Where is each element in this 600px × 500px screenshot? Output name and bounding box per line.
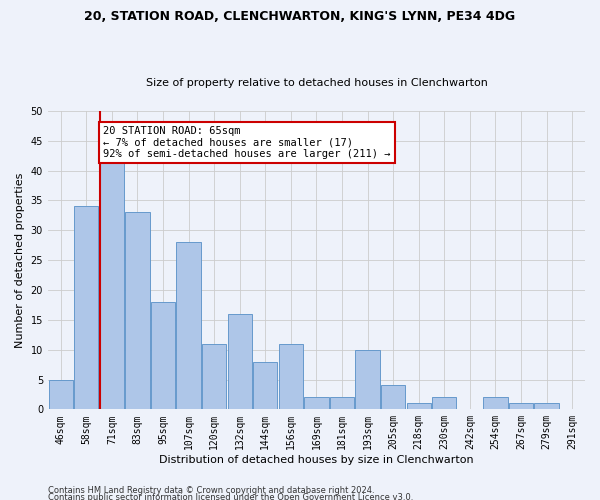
Bar xyxy=(535,404,559,409)
Bar xyxy=(49,380,73,410)
Bar xyxy=(253,362,277,410)
X-axis label: Distribution of detached houses by size in Clenchwarton: Distribution of detached houses by size … xyxy=(159,455,474,465)
Bar xyxy=(484,398,508,409)
Bar xyxy=(330,398,354,409)
Bar xyxy=(125,212,149,410)
Bar xyxy=(407,404,431,409)
Bar xyxy=(432,398,457,409)
Title: Size of property relative to detached houses in Clenchwarton: Size of property relative to detached ho… xyxy=(146,78,487,88)
Bar xyxy=(304,398,329,409)
Bar xyxy=(202,344,226,409)
Text: Contains HM Land Registry data © Crown copyright and database right 2024.: Contains HM Land Registry data © Crown c… xyxy=(48,486,374,495)
Text: 20, STATION ROAD, CLENCHWARTON, KING'S LYNN, PE34 4DG: 20, STATION ROAD, CLENCHWARTON, KING'S L… xyxy=(85,10,515,23)
Bar xyxy=(151,302,175,410)
Bar xyxy=(100,158,124,410)
Text: Contains public sector information licensed under the Open Government Licence v3: Contains public sector information licen… xyxy=(48,494,413,500)
Bar xyxy=(509,404,533,409)
Bar xyxy=(279,344,303,409)
Bar xyxy=(176,242,201,410)
Y-axis label: Number of detached properties: Number of detached properties xyxy=(15,172,25,348)
Bar xyxy=(74,206,98,410)
Bar xyxy=(227,314,252,410)
Bar xyxy=(381,386,406,409)
Bar xyxy=(355,350,380,410)
Text: 20 STATION ROAD: 65sqm
← 7% of detached houses are smaller (17)
92% of semi-deta: 20 STATION ROAD: 65sqm ← 7% of detached … xyxy=(103,126,391,159)
